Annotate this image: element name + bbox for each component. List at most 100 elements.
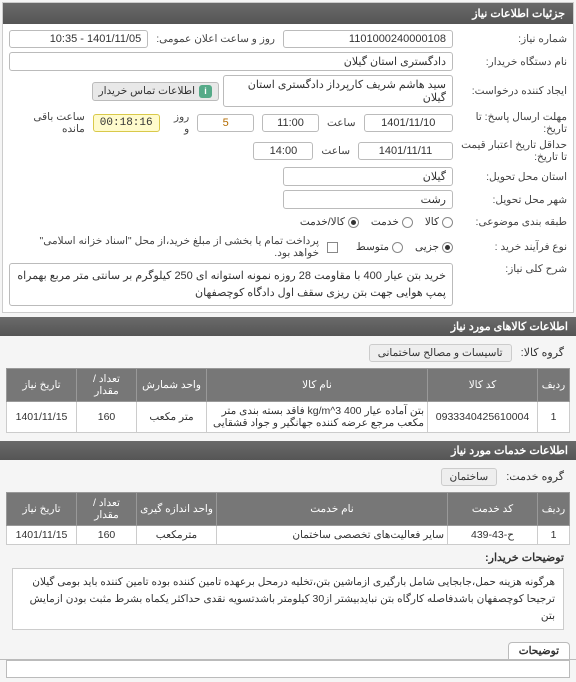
countdown-timer: 00:18:16 (93, 114, 160, 132)
radio-dot-icon (402, 217, 413, 228)
label-time2: ساعت (317, 145, 354, 157)
goods-table: ردیف کد کالا نام کالا واحد شمارش تعداد /… (6, 368, 570, 433)
label-remaining: ساعت باقی مانده (9, 111, 89, 135)
goods-section-header: اطلاعات کالاهای مورد نیاز (0, 317, 576, 336)
cell-idx: 1 (538, 526, 570, 545)
label-purchase-type: نوع فرآیند خرید : (457, 241, 567, 253)
services-section-body: گروه خدمت: ساختمان ردیف کد خدمت نام خدمت… (0, 460, 576, 640)
label-general-desc: شرح کلی نیاز: (457, 263, 567, 275)
row-general-desc: شرح کلی نیاز: خرید بتن عیار 400 با مقاوم… (9, 261, 567, 308)
row-subject-type: طبقه بندی موضوعی: کالا خدمت کالا/خدمت (9, 211, 567, 233)
th-name: نام کالا (207, 369, 428, 402)
value-reply-time: 11:00 (262, 114, 319, 132)
radio-dot-on-icon (348, 217, 359, 228)
goods-table-row[interactable]: 1 0933340425610004 بتن آماده عیار 400 kg… (7, 402, 570, 433)
label-deadline: مهلت ارسال پاسخ: تا تاریخ: (457, 111, 567, 135)
th-unit: واحد اندازه گیری (137, 493, 217, 526)
cell-idx: 1 (538, 402, 570, 433)
explain-text: هرگونه هزینه حمل،جابجایی شامل بارگیری از… (12, 568, 564, 630)
contact-info-badge[interactable]: i اطلاعات تماس خریدار (92, 82, 219, 101)
cell-name: سایر فعالیت‌های تخصصی ساختمان (217, 526, 448, 545)
label-province: استان محل تحویل: (457, 171, 567, 183)
label-day-and: روز و (164, 111, 194, 135)
explain-block: توضیحات خریدار: هرگونه هزینه حمل،جابجایی… (6, 551, 570, 630)
cell-date: 1401/11/15 (7, 526, 77, 545)
label-subject-type: طبقه بندی موضوعی: (457, 216, 567, 228)
cell-qty: 160 (77, 402, 137, 433)
radio-goods-only[interactable]: کالا (425, 216, 453, 228)
radio-dot-icon (392, 242, 403, 253)
value-service-group: ساختمان (441, 468, 498, 486)
label-public-announce: روز و ساعت اعلان عمومی: (152, 33, 279, 45)
tab-strip: توضیحات (0, 640, 576, 660)
services-section-header: اطلاعات خدمات مورد نیاز (0, 441, 576, 460)
payment-checkbox[interactable] (327, 242, 338, 253)
th-qty: تعداد / مقدار (77, 369, 137, 402)
services-table: ردیف کد خدمت نام خدمت واحد اندازه گیری ت… (6, 492, 570, 545)
row-buyer: نام دستگاه خریدار: دادگستری استان گیلان (9, 50, 567, 73)
tab-descriptions[interactable]: توضیحات (508, 642, 570, 659)
label-goods-group: گروه کالا: (521, 346, 570, 359)
value-validity-time: 14:00 (253, 142, 313, 160)
row-city: شهر محل تحویل: رشت (9, 188, 567, 211)
cell-name: بتن آماده عیار 400 kg/m^3 فاقد بسته بندی… (207, 402, 428, 433)
th-row: ردیف (538, 493, 570, 526)
value-creator: سید هاشم شریف کارپرداز دادگستری استان گی… (223, 75, 453, 107)
row-province: استان محل تحویل: گیلان (9, 165, 567, 188)
label-creator: ایجاد کننده درخواست: (457, 85, 567, 97)
row-need-no: شماره نیاز: 1101000240000108 روز و ساعت … (9, 28, 567, 50)
need-info-body: شماره نیاز: 1101000240000108 روز و ساعت … (3, 24, 573, 312)
row-creator: ایجاد کننده درخواست: سید هاشم شریف کارپر… (9, 73, 567, 109)
radio-medium[interactable]: متوسط (356, 241, 403, 253)
cell-code: 0933340425610004 (428, 402, 538, 433)
cell-date: 1401/11/15 (7, 402, 77, 433)
value-days-left: 5 (197, 114, 254, 132)
label-validity: حداقل تاریخ اعتبار قیمت تا تاریخ: (457, 139, 567, 163)
row-purchase-type: نوع فرآیند خرید : جزیی متوسط پرداخت تمام… (9, 233, 567, 261)
subject-type-radios: کالا خدمت کالا/خدمت (300, 216, 453, 228)
value-city: رشت (283, 190, 453, 209)
th-code: کد کالا (428, 369, 538, 402)
th-name: نام خدمت (217, 493, 448, 526)
cell-qty: 160 (77, 526, 137, 545)
descriptions-content (6, 660, 570, 678)
value-goods-group: تاسیسات و مصالح ساختمانی (369, 344, 512, 362)
label-time1: ساعت (323, 117, 360, 129)
services-table-row[interactable]: 1 ح-43-439 سایر فعالیت‌های تخصصی ساختمان… (7, 526, 570, 545)
label-service-group: گروه خدمت: (506, 470, 570, 483)
payment-note: پرداخت تمام یا بخشی از مبلغ خرید،از محل … (9, 235, 323, 259)
cell-unit: مترمکعب (137, 526, 217, 545)
cell-unit: متر مکعب (137, 402, 207, 433)
label-city: شهر محل تحویل: (457, 194, 567, 206)
value-reply-date: 1401/11/10 (364, 114, 453, 132)
value-validity-date: 1401/11/11 (358, 142, 453, 160)
need-info-panel: جزئیات اطلاعات نیاز شماره نیاز: 11010002… (2, 2, 574, 313)
th-date: تاریخ نیاز (7, 369, 77, 402)
radio-partial[interactable]: جزیی (415, 241, 453, 253)
cell-code: ح-43-439 (448, 526, 538, 545)
info-icon: i (199, 85, 212, 98)
radio-goods-service[interactable]: کالا/خدمت (300, 216, 359, 228)
th-qty: تعداد / مقدار (77, 493, 137, 526)
value-province: گیلان (283, 167, 453, 186)
th-row: ردیف (538, 369, 570, 402)
th-unit: واحد شمارش (137, 369, 207, 402)
label-explain: توضیحات خریدار: (485, 551, 570, 564)
value-public-announce: 1401/11/05 - 10:35 (9, 30, 148, 48)
value-buyer: دادگستری استان گیلان (9, 52, 453, 71)
th-date: تاریخ نیاز (7, 493, 77, 526)
services-table-header-row: ردیف کد خدمت نام خدمت واحد اندازه گیری ت… (7, 493, 570, 526)
radio-dot-icon (442, 217, 453, 228)
label-buyer: نام دستگاه خریدار: (457, 56, 567, 68)
value-need-no: 1101000240000108 (283, 30, 453, 48)
contact-info-text: اطلاعات تماس خریدار (99, 85, 195, 97)
need-info-header: جزئیات اطلاعات نیاز (3, 3, 573, 24)
purchase-type-radios: جزیی متوسط (356, 241, 453, 253)
label-need-no: شماره نیاز: (457, 33, 567, 45)
goods-section-body: گروه کالا: تاسیسات و مصالح ساختمانی ردیف… (0, 336, 576, 437)
radio-service[interactable]: خدمت (371, 216, 413, 228)
value-general-desc: خرید بتن عیار 400 با مقاومت 28 روزه نمون… (9, 263, 453, 306)
th-code: کد خدمت (448, 493, 538, 526)
goods-table-header-row: ردیف کد کالا نام کالا واحد شمارش تعداد /… (7, 369, 570, 402)
row-validity: حداقل تاریخ اعتبار قیمت تا تاریخ: 1401/1… (9, 137, 567, 165)
